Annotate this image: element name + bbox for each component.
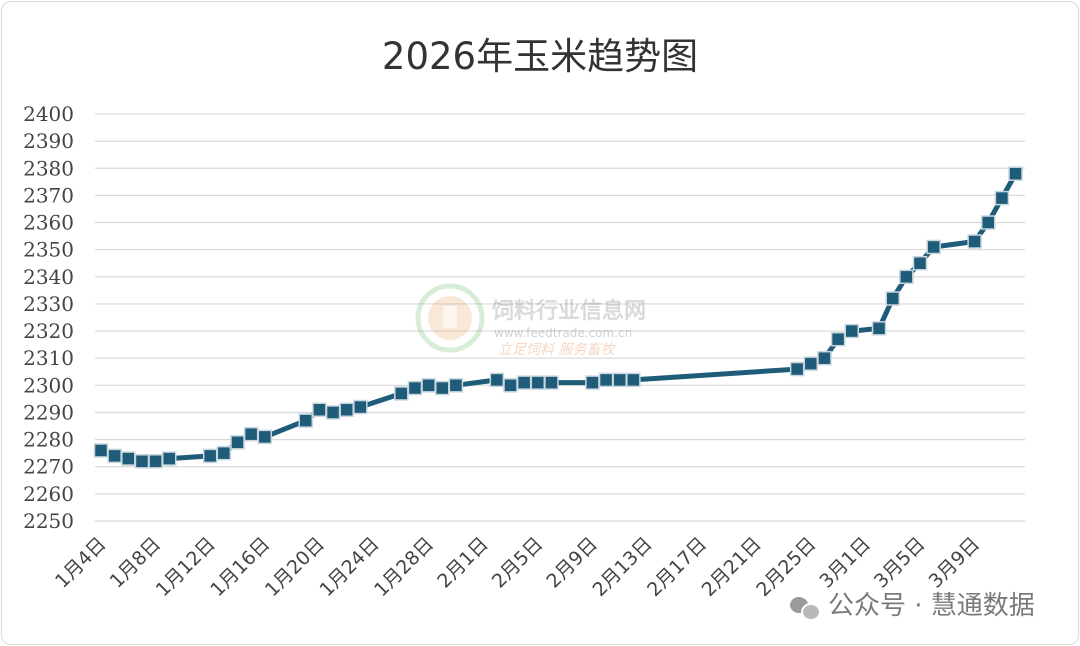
data-point <box>1008 166 1023 181</box>
data-point <box>789 361 805 377</box>
data-point <box>899 269 914 285</box>
x-tick-label: 2月17日 <box>643 533 711 601</box>
data-point <box>871 321 887 336</box>
data-point <box>216 445 232 461</box>
data-point <box>885 291 900 306</box>
y-tick-label: 2370 <box>23 183 74 207</box>
data-point <box>298 413 313 428</box>
data-point <box>981 215 996 230</box>
data-point <box>257 429 273 445</box>
data-point <box>202 448 218 464</box>
data-point <box>544 375 559 390</box>
data-point <box>503 378 518 393</box>
data-point <box>830 331 846 347</box>
x-tick-label: 2月21日 <box>698 533 766 601</box>
y-tick-label: 2320 <box>23 319 74 343</box>
data-point <box>407 380 423 396</box>
data-point <box>967 234 982 249</box>
gridlines <box>95 113 1025 522</box>
data-point <box>585 375 600 390</box>
data-point <box>312 402 327 418</box>
y-tick-label: 2400 <box>23 102 74 126</box>
credit-text: 公众号 · 慧通数据 <box>828 591 1035 621</box>
x-tick-label: 3月1日 <box>815 533 875 593</box>
data-point <box>530 375 546 390</box>
y-tick-label: 2360 <box>23 211 74 235</box>
data-point <box>598 372 614 388</box>
y-tick-label: 2380 <box>23 156 74 180</box>
data-point <box>93 443 109 458</box>
x-tick-label: 1月16日 <box>206 533 274 601</box>
credit-label: 公众号 · 慧通数据 <box>790 585 1035 622</box>
data-point <box>844 323 859 339</box>
data-point <box>107 448 122 464</box>
data-point <box>489 372 505 388</box>
x-tick-label: 2月1日 <box>433 533 493 593</box>
wechat-icon <box>790 595 821 621</box>
y-tick-label: 2270 <box>23 455 74 479</box>
chart-title: 2026年玉米趋势图 <box>381 35 699 78</box>
y-tick-label: 2390 <box>23 129 74 153</box>
y-tick-label: 2260 <box>23 482 74 506</box>
y-tick-label: 2290 <box>23 400 74 424</box>
watermark-logo-icon <box>415 283 485 353</box>
data-point <box>448 378 464 393</box>
data-point <box>353 399 368 415</box>
data-point <box>230 435 245 450</box>
data-point <box>134 454 150 469</box>
data-point <box>121 451 136 466</box>
x-tick-label: 2月5日 <box>488 533 548 593</box>
x-tick-label: 1月12日 <box>152 533 220 601</box>
data-point <box>394 386 409 401</box>
data-markers <box>93 166 1023 469</box>
watermark-name: 饲料行业信息网 <box>491 298 646 324</box>
data-point <box>339 402 354 418</box>
data-point <box>148 454 163 469</box>
x-tick-label: 2月13日 <box>588 533 656 601</box>
data-point <box>243 426 259 442</box>
watermark-slogan: 立足饲料 服务畜牧 <box>498 342 616 358</box>
y-tick-label: 2340 <box>23 265 74 289</box>
x-tick-label: 3月9日 <box>925 533 985 593</box>
x-tick-label: 1月28日 <box>370 533 438 601</box>
y-tick-label: 2280 <box>23 428 74 452</box>
x-tick-label: 3月5日 <box>870 533 930 593</box>
data-point <box>325 405 341 420</box>
data-point <box>435 380 450 396</box>
x-tick-label: 1月24日 <box>315 533 383 601</box>
data-point <box>912 255 928 271</box>
data-point <box>817 350 832 366</box>
y-tick-label: 2350 <box>23 238 74 262</box>
y-tick-label: 2310 <box>23 346 74 370</box>
data-point <box>421 378 436 393</box>
y-tick-label: 2330 <box>23 292 74 316</box>
x-tick-label: 1月20日 <box>261 533 329 601</box>
data-point <box>803 356 819 371</box>
y-tick-label: 2300 <box>23 373 74 397</box>
data-point <box>926 239 941 255</box>
data-point <box>612 372 627 388</box>
watermark: 饲料行业信息网 www.feedtrade.com.cn 立足饲料 服务畜牧 <box>415 283 646 358</box>
y-tick-label: 2250 <box>23 509 74 533</box>
x-tick-label: 1月4日 <box>51 533 111 593</box>
data-point <box>162 451 177 466</box>
data-point <box>516 375 532 390</box>
y-tick-labels: 2250 2260 2270 2280 2290 2300 2310 2320 2330 2340… <box>23 102 74 533</box>
watermark-url: www.feedtrade.com.cn <box>494 326 632 340</box>
data-point <box>994 190 1010 206</box>
data-point <box>626 372 641 388</box>
